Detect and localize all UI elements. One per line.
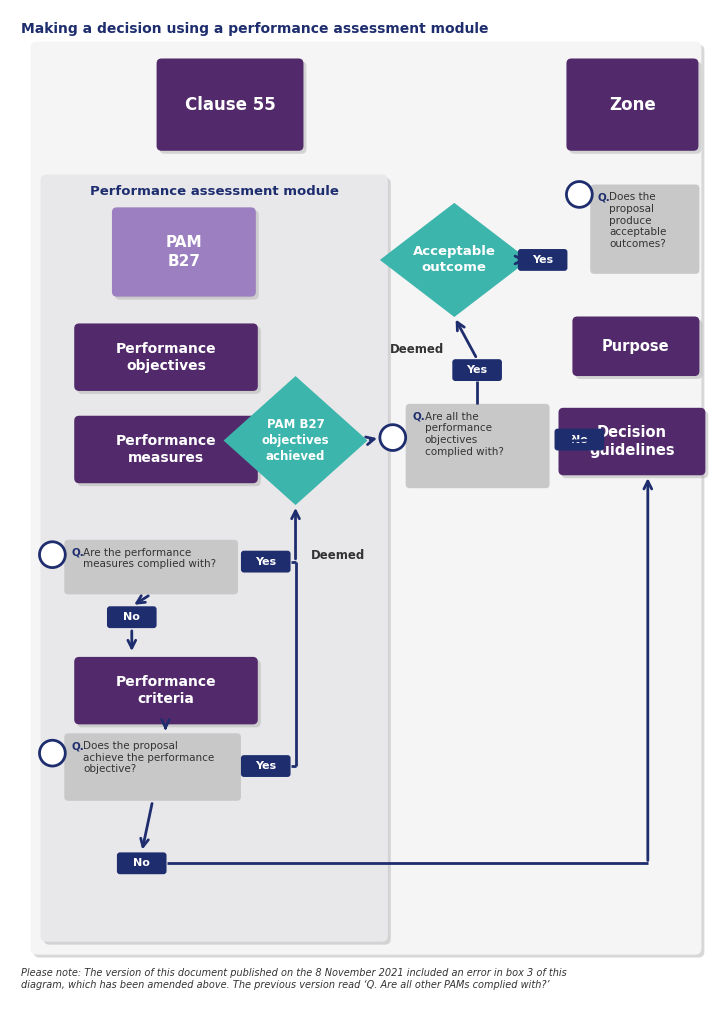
FancyBboxPatch shape [77, 327, 261, 394]
Text: Q.: Q. [597, 193, 610, 203]
Text: 3: 3 [389, 431, 397, 444]
Text: No: No [123, 612, 141, 623]
FancyBboxPatch shape [74, 656, 258, 724]
Text: PAM
B27: PAM B27 [165, 236, 202, 268]
FancyBboxPatch shape [74, 416, 258, 483]
FancyBboxPatch shape [159, 61, 306, 154]
Text: Purpose: Purpose [602, 339, 670, 353]
Text: PAM B27
objectives
achieved: PAM B27 objectives achieved [261, 418, 329, 463]
Text: Are all the
performance
objectives
complied with?: Are all the performance objectives compl… [424, 412, 503, 457]
Text: Q.: Q. [71, 548, 84, 558]
Text: Yes: Yes [256, 557, 277, 566]
Polygon shape [223, 376, 368, 505]
Circle shape [39, 542, 66, 567]
Text: Deemed: Deemed [389, 343, 444, 355]
FancyBboxPatch shape [44, 177, 391, 945]
FancyBboxPatch shape [115, 210, 259, 300]
Text: Zone: Zone [609, 95, 656, 114]
Text: Yes: Yes [256, 761, 277, 771]
Polygon shape [380, 203, 529, 317]
FancyBboxPatch shape [117, 852, 167, 874]
FancyBboxPatch shape [64, 733, 241, 801]
FancyBboxPatch shape [31, 42, 701, 954]
Circle shape [39, 740, 66, 766]
Text: Are the performance
measures complied with?: Are the performance measures complied wi… [83, 548, 216, 569]
FancyBboxPatch shape [452, 359, 502, 381]
FancyBboxPatch shape [33, 45, 705, 957]
Text: Performance
criteria: Performance criteria [116, 675, 216, 707]
FancyBboxPatch shape [64, 540, 238, 594]
Text: Yes: Yes [532, 255, 553, 265]
Text: Clause 55: Clause 55 [185, 95, 275, 114]
Text: Does the
proposal
produce
acceptable
outcomes?: Does the proposal produce acceptable out… [609, 193, 667, 249]
FancyBboxPatch shape [575, 319, 703, 379]
Text: Acceptable
outcome: Acceptable outcome [413, 246, 496, 274]
Circle shape [566, 181, 593, 207]
FancyBboxPatch shape [41, 175, 388, 942]
FancyBboxPatch shape [112, 207, 256, 297]
FancyBboxPatch shape [558, 408, 705, 475]
Text: Q.: Q. [71, 741, 84, 752]
Text: Performance
objectives: Performance objectives [116, 342, 216, 373]
Text: Yes: Yes [467, 366, 488, 375]
Text: Making a decision using a performance assessment module: Making a decision using a performance as… [20, 22, 488, 36]
Text: No: No [133, 858, 150, 868]
Text: Does the proposal
achieve the performance
objective?: Does the proposal achieve the performanc… [83, 741, 215, 774]
FancyBboxPatch shape [561, 411, 708, 478]
Text: Performance assessment module: Performance assessment module [90, 185, 339, 198]
Text: Please note: The version of this document published on the 8 November 2021 inclu: Please note: The version of this documen… [20, 969, 566, 990]
FancyBboxPatch shape [405, 403, 550, 488]
FancyBboxPatch shape [241, 755, 290, 777]
FancyBboxPatch shape [77, 419, 261, 486]
Text: Q.: Q. [413, 412, 425, 422]
FancyBboxPatch shape [590, 184, 700, 273]
FancyBboxPatch shape [77, 659, 261, 727]
Text: Decision
guidelines: Decision guidelines [589, 425, 675, 459]
Circle shape [380, 425, 405, 451]
Text: No: No [571, 434, 587, 444]
FancyBboxPatch shape [241, 551, 290, 572]
FancyBboxPatch shape [157, 58, 304, 151]
FancyBboxPatch shape [569, 61, 701, 154]
FancyBboxPatch shape [518, 249, 567, 271]
Text: 1: 1 [48, 548, 57, 561]
FancyBboxPatch shape [74, 324, 258, 391]
Text: 2: 2 [48, 746, 57, 760]
FancyBboxPatch shape [572, 316, 700, 376]
FancyBboxPatch shape [566, 58, 698, 151]
Text: Performance
measures: Performance measures [116, 434, 216, 465]
FancyBboxPatch shape [555, 429, 604, 451]
Text: Deemed: Deemed [310, 549, 365, 562]
Text: 4: 4 [575, 188, 584, 201]
FancyBboxPatch shape [107, 606, 157, 628]
